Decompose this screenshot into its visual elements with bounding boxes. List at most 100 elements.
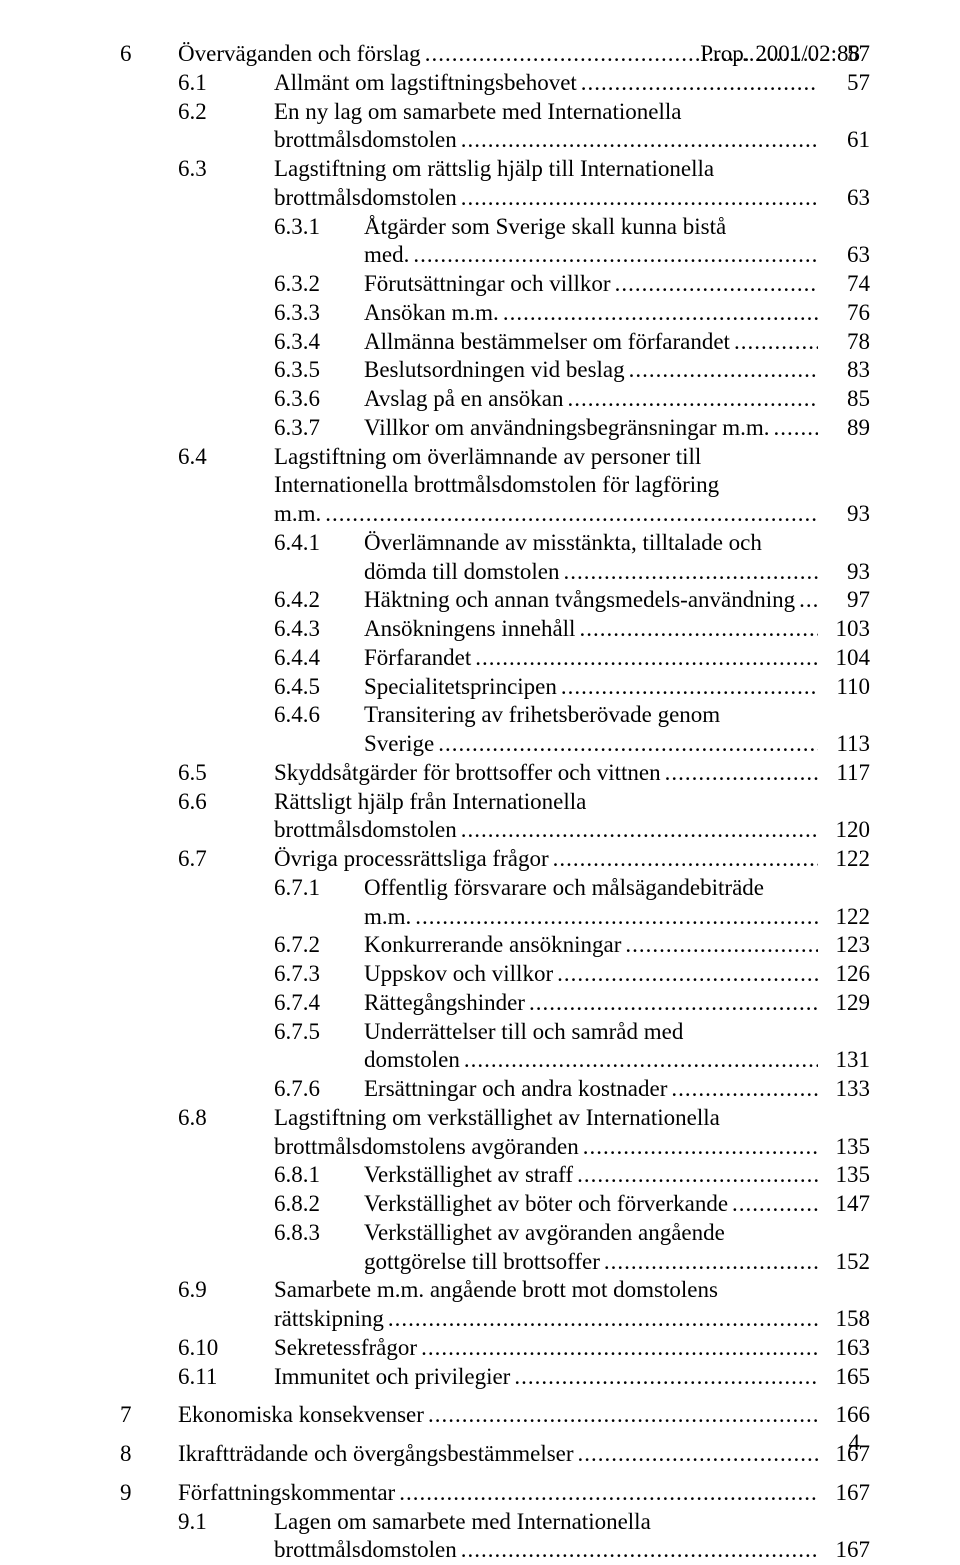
toc-page-number: 85 — [822, 385, 870, 414]
toc-line: 6.8Lagstiftning om verkställighet av Int… — [178, 1104, 870, 1133]
toc-page-number: 165 — [822, 1363, 870, 1392]
toc-label: brottmålsdomstolens avgöranden — [274, 1133, 579, 1162]
toc-line: brottmålsdomstolen 61 — [178, 126, 870, 155]
toc-line: 6.11Immunitet och privilegier 165 — [178, 1363, 870, 1392]
toc-entry: 6.3.4Allmänna bestämmelser om förfarande… — [120, 328, 870, 357]
toc-number: 6.4.5 — [274, 673, 364, 702]
toc-entry: 6.3.6Avslag på en ansökan 85 — [120, 385, 870, 414]
toc-page-number: 113 — [822, 730, 870, 759]
toc-page-number: 122 — [822, 903, 870, 932]
toc-label: domstolen — [364, 1046, 460, 1075]
toc-entry: 6.7.4Rättegångshinder 129 — [120, 989, 870, 1018]
toc-label: Underrättelser till och samråd med — [364, 1018, 683, 1047]
toc-entry: 6.7.2Konkurrerande ansökningar 123 — [120, 931, 870, 960]
toc-leader — [581, 69, 818, 98]
toc-label: Sekretessfrågor — [274, 1334, 417, 1363]
toc-line: 6.4.2Häktning och annan tvångsmedels-anv… — [274, 586, 870, 615]
toc-label: med. — [364, 241, 409, 270]
toc-entry: 6.2En ny lag om samarbete med Internatio… — [120, 98, 870, 156]
toc-line: domstolen 131 — [274, 1046, 870, 1075]
toc-number: 6.8.3 — [274, 1219, 364, 1248]
toc-number: 6.7.2 — [274, 931, 364, 960]
toc-label: En ny lag om samarbete med Internationel… — [274, 98, 681, 127]
toc-line: 6.7.3Uppskov och villkor 126 — [274, 960, 870, 989]
toc-page-number: 74 — [822, 270, 870, 299]
toc-line: 8Ikraftträdande och övergångsbestämmelse… — [120, 1440, 870, 1469]
toc-line: 6.7.6Ersättningar och andra kostnader 13… — [274, 1075, 870, 1104]
toc-label: Ansökningens innehåll — [364, 615, 575, 644]
toc-page-number: 167 — [822, 1440, 870, 1469]
toc-leader — [629, 356, 818, 385]
toc-number: 6.7.3 — [274, 960, 364, 989]
toc-label: Verkställighet av avgöranden angående — [364, 1219, 725, 1248]
toc-label: Villkor om användningsbegränsningar m.m. — [364, 414, 770, 443]
toc-line: 6.6Rättsligt hjälp från Internationella — [178, 788, 870, 817]
toc-label: m.m. — [364, 903, 411, 932]
toc-line: 6.10Sekretessfrågor 163 — [178, 1334, 870, 1363]
toc-page-number: 147 — [822, 1190, 870, 1219]
toc-line: 6.3.3Ansökan m.m. 76 — [274, 299, 870, 328]
toc-page-number: 135 — [822, 1161, 870, 1190]
page: Prop. 2001/02:88 6Överväganden och försl… — [0, 0, 960, 1486]
toc-label: Transitering av frihetsberövade genom — [364, 701, 720, 730]
toc-label: Ekonomiska konsekvenser — [178, 1401, 424, 1430]
toc-line: m.m. 93 — [178, 500, 870, 529]
toc-line: 6.7.4Rättegångshinder 129 — [274, 989, 870, 1018]
toc-entry: 6.5Skyddsåtgärder för brottsoffer och vi… — [120, 759, 870, 788]
toc-line: 6.3.4Allmänna bestämmelser om förfarande… — [274, 328, 870, 357]
toc-label: Författningskommentar — [178, 1479, 395, 1508]
toc-number: 6.4.2 — [274, 586, 364, 615]
toc-number: 6 — [120, 40, 178, 69]
toc-line: dömda till domstolen 93 — [274, 558, 870, 587]
toc-page-number: 117 — [822, 759, 870, 788]
toc-page-number: 93 — [822, 500, 870, 529]
toc-leader — [604, 1248, 818, 1277]
toc-label: brottmålsdomstolen — [274, 184, 457, 213]
toc-leader — [615, 270, 818, 299]
toc-leader — [399, 1479, 818, 1508]
toc-page-number: 104 — [822, 644, 870, 673]
toc-line: 6.3.6Avslag på en ansökan 85 — [274, 385, 870, 414]
toc-number: 6.7.1 — [274, 874, 364, 903]
toc-page-number: 83 — [822, 356, 870, 385]
toc-leader — [461, 1536, 818, 1565]
toc-line: 6.4Lagstiftning om överlämnande av perso… — [178, 443, 870, 472]
toc-entry: 9Författningskommentar 167 — [120, 1479, 870, 1508]
toc-line: m.m. 122 — [274, 903, 870, 932]
toc-page-number: 167 — [822, 1536, 870, 1565]
toc-line: brottmålsdomstolen 120 — [178, 816, 870, 845]
toc-entry: 6.7.6Ersättningar och andra kostnader 13… — [120, 1075, 870, 1104]
toc-page-number: 63 — [822, 241, 870, 270]
toc-entry: 7Ekonomiska konsekvenser 166 — [120, 1401, 870, 1430]
toc-line: 6.4.5Specialitetsprincipen 110 — [274, 673, 870, 702]
toc-leader — [625, 931, 818, 960]
toc-line: 6.4.4Förfarandet 104 — [274, 644, 870, 673]
toc-label: Specialitetsprincipen — [364, 673, 557, 702]
toc-entry: 6.10Sekretessfrågor 163 — [120, 1334, 870, 1363]
toc-line: 7Ekonomiska konsekvenser 166 — [120, 1401, 870, 1430]
toc-line: 6.8.3Verkställighet av avgöranden angåen… — [274, 1219, 870, 1248]
toc-page-number: 135 — [822, 1133, 870, 1162]
toc-entry: 6.4.3Ansökningens innehåll 103 — [120, 615, 870, 644]
page-number: 4 — [849, 1429, 861, 1458]
header-proposition-label: Prop. 2001/02:88 — [700, 40, 860, 69]
toc-label: Lagstiftning om rättslig hjälp till Inte… — [274, 155, 714, 184]
toc-number: 6.7.4 — [274, 989, 364, 1018]
toc-number: 6.3 — [178, 155, 274, 184]
toc-line: 6.2En ny lag om samarbete med Internatio… — [178, 98, 870, 127]
toc-line: Sverige 113 — [274, 730, 870, 759]
toc-number: 9 — [120, 1479, 178, 1508]
toc-number: 9.1 — [178, 1508, 274, 1537]
toc-number: 8 — [120, 1440, 178, 1469]
toc-page-number: 152 — [822, 1248, 870, 1277]
toc-entry: 6.8Lagstiftning om verkställighet av Int… — [120, 1104, 870, 1162]
toc-number: 6.4 — [178, 443, 274, 472]
toc-entry: 6.8.3Verkställighet av avgöranden angåen… — [120, 1219, 870, 1277]
toc-entry: 6.3.3Ansökan m.m. 76 — [120, 299, 870, 328]
toc-line: brottmålsdomstolens avgöranden 135 — [178, 1133, 870, 1162]
table-of-contents: 6Överväganden och förslag 576.1Allmänt o… — [120, 40, 870, 1565]
toc-entry: 6.3.7Villkor om användningsbegränsningar… — [120, 414, 870, 443]
toc-entry: 6.7.1Offentlig försvarare och målsägande… — [120, 874, 870, 932]
toc-page-number: 123 — [822, 931, 870, 960]
toc-entry: 6.7.3Uppskov och villkor 126 — [120, 960, 870, 989]
